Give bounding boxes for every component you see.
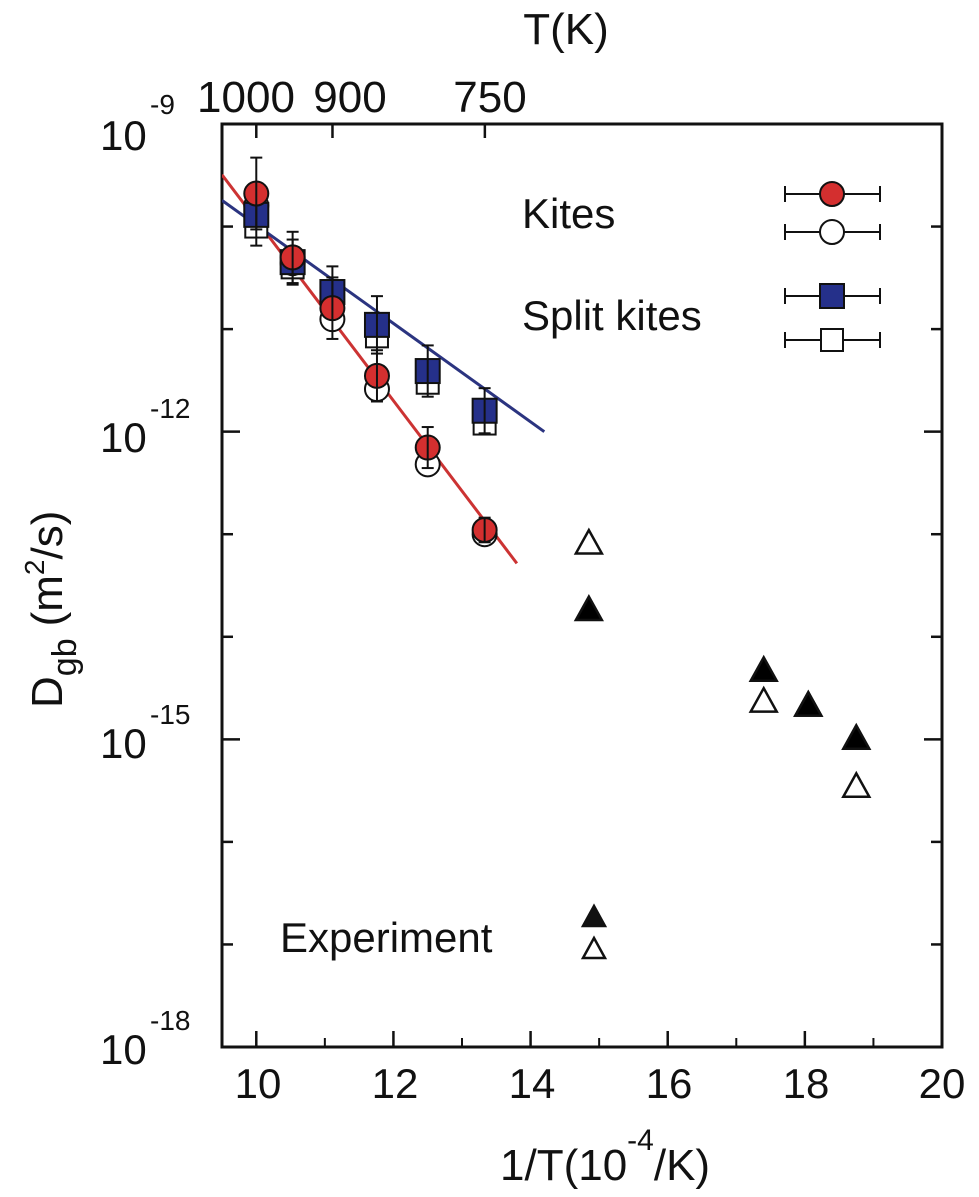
legend-label-split-kites: Split kites	[522, 292, 702, 339]
experiment-open-point	[748, 685, 779, 713]
experiment-filled-point	[793, 689, 824, 717]
top-tick-label-750: 750	[453, 73, 526, 122]
legend-label-experiment: Experiment	[280, 914, 493, 961]
top-tick-label-900: 900	[313, 73, 386, 122]
legend-kite-open-marker	[819, 219, 845, 245]
experiment-filled-point	[841, 722, 872, 750]
legend-split-open-marker	[820, 328, 844, 352]
experiment-open-point	[573, 527, 604, 555]
y-tick-label-1e-12-base: 10	[100, 414, 147, 461]
x-tick-label-14: 14	[509, 1060, 556, 1107]
plot-frame	[220, 122, 944, 1049]
experiment-filled-point	[573, 593, 604, 622]
y-tick-label-1e-18-exp: -18	[150, 1005, 190, 1036]
legend-label-kites: Kites	[522, 190, 615, 237]
x-tick-label-20: 20	[919, 1060, 966, 1107]
legend-split-filled-marker	[819, 283, 845, 309]
x-axis-title-exp: -4	[627, 1124, 654, 1157]
y-axis-title-units-close: /s)	[23, 511, 72, 560]
y-axis-title-sub: gb	[46, 638, 84, 676]
y-tick-label-1e-12-exp: -12	[150, 393, 190, 424]
y-tick-label-top-base: 10	[100, 112, 147, 159]
y-tick-label-1e-15-base: 10	[100, 720, 147, 767]
legend-kite-filled-marker	[819, 181, 845, 207]
y-axis-title-units-exp: 2	[19, 560, 50, 576]
experiment-open-point	[841, 770, 872, 798]
x-tick-label-12: 12	[372, 1060, 419, 1107]
x-axis-title-main: 1/T(10	[500, 1141, 627, 1190]
x-tick-label-18: 18	[783, 1060, 830, 1107]
y-axis-title-units-open: (m	[23, 575, 72, 626]
x-tick-label-16: 16	[646, 1060, 693, 1107]
y-axis-title-main: D	[23, 676, 72, 708]
y-axis-title: Dgb (m2/s)	[19, 511, 84, 708]
x-axis-title: 1/T(10-4/K)	[500, 1124, 710, 1190]
y-tick-label-1e-18-base: 10	[100, 1026, 147, 1073]
experiment-filled-point	[748, 654, 779, 682]
top-tick-label-1000: 1000	[197, 73, 295, 122]
y-tick-label-top-exp: -9	[150, 89, 175, 120]
y-tick-label-1e-15-exp: -15	[150, 699, 190, 730]
x-tick-label-10: 10	[235, 1060, 282, 1107]
legend-experiment-filled-marker	[580, 903, 608, 928]
top-axis-title: T(K)	[523, 5, 609, 54]
legend-experiment-open-marker	[580, 935, 608, 960]
x-axis-title-tail: /K)	[654, 1141, 710, 1190]
